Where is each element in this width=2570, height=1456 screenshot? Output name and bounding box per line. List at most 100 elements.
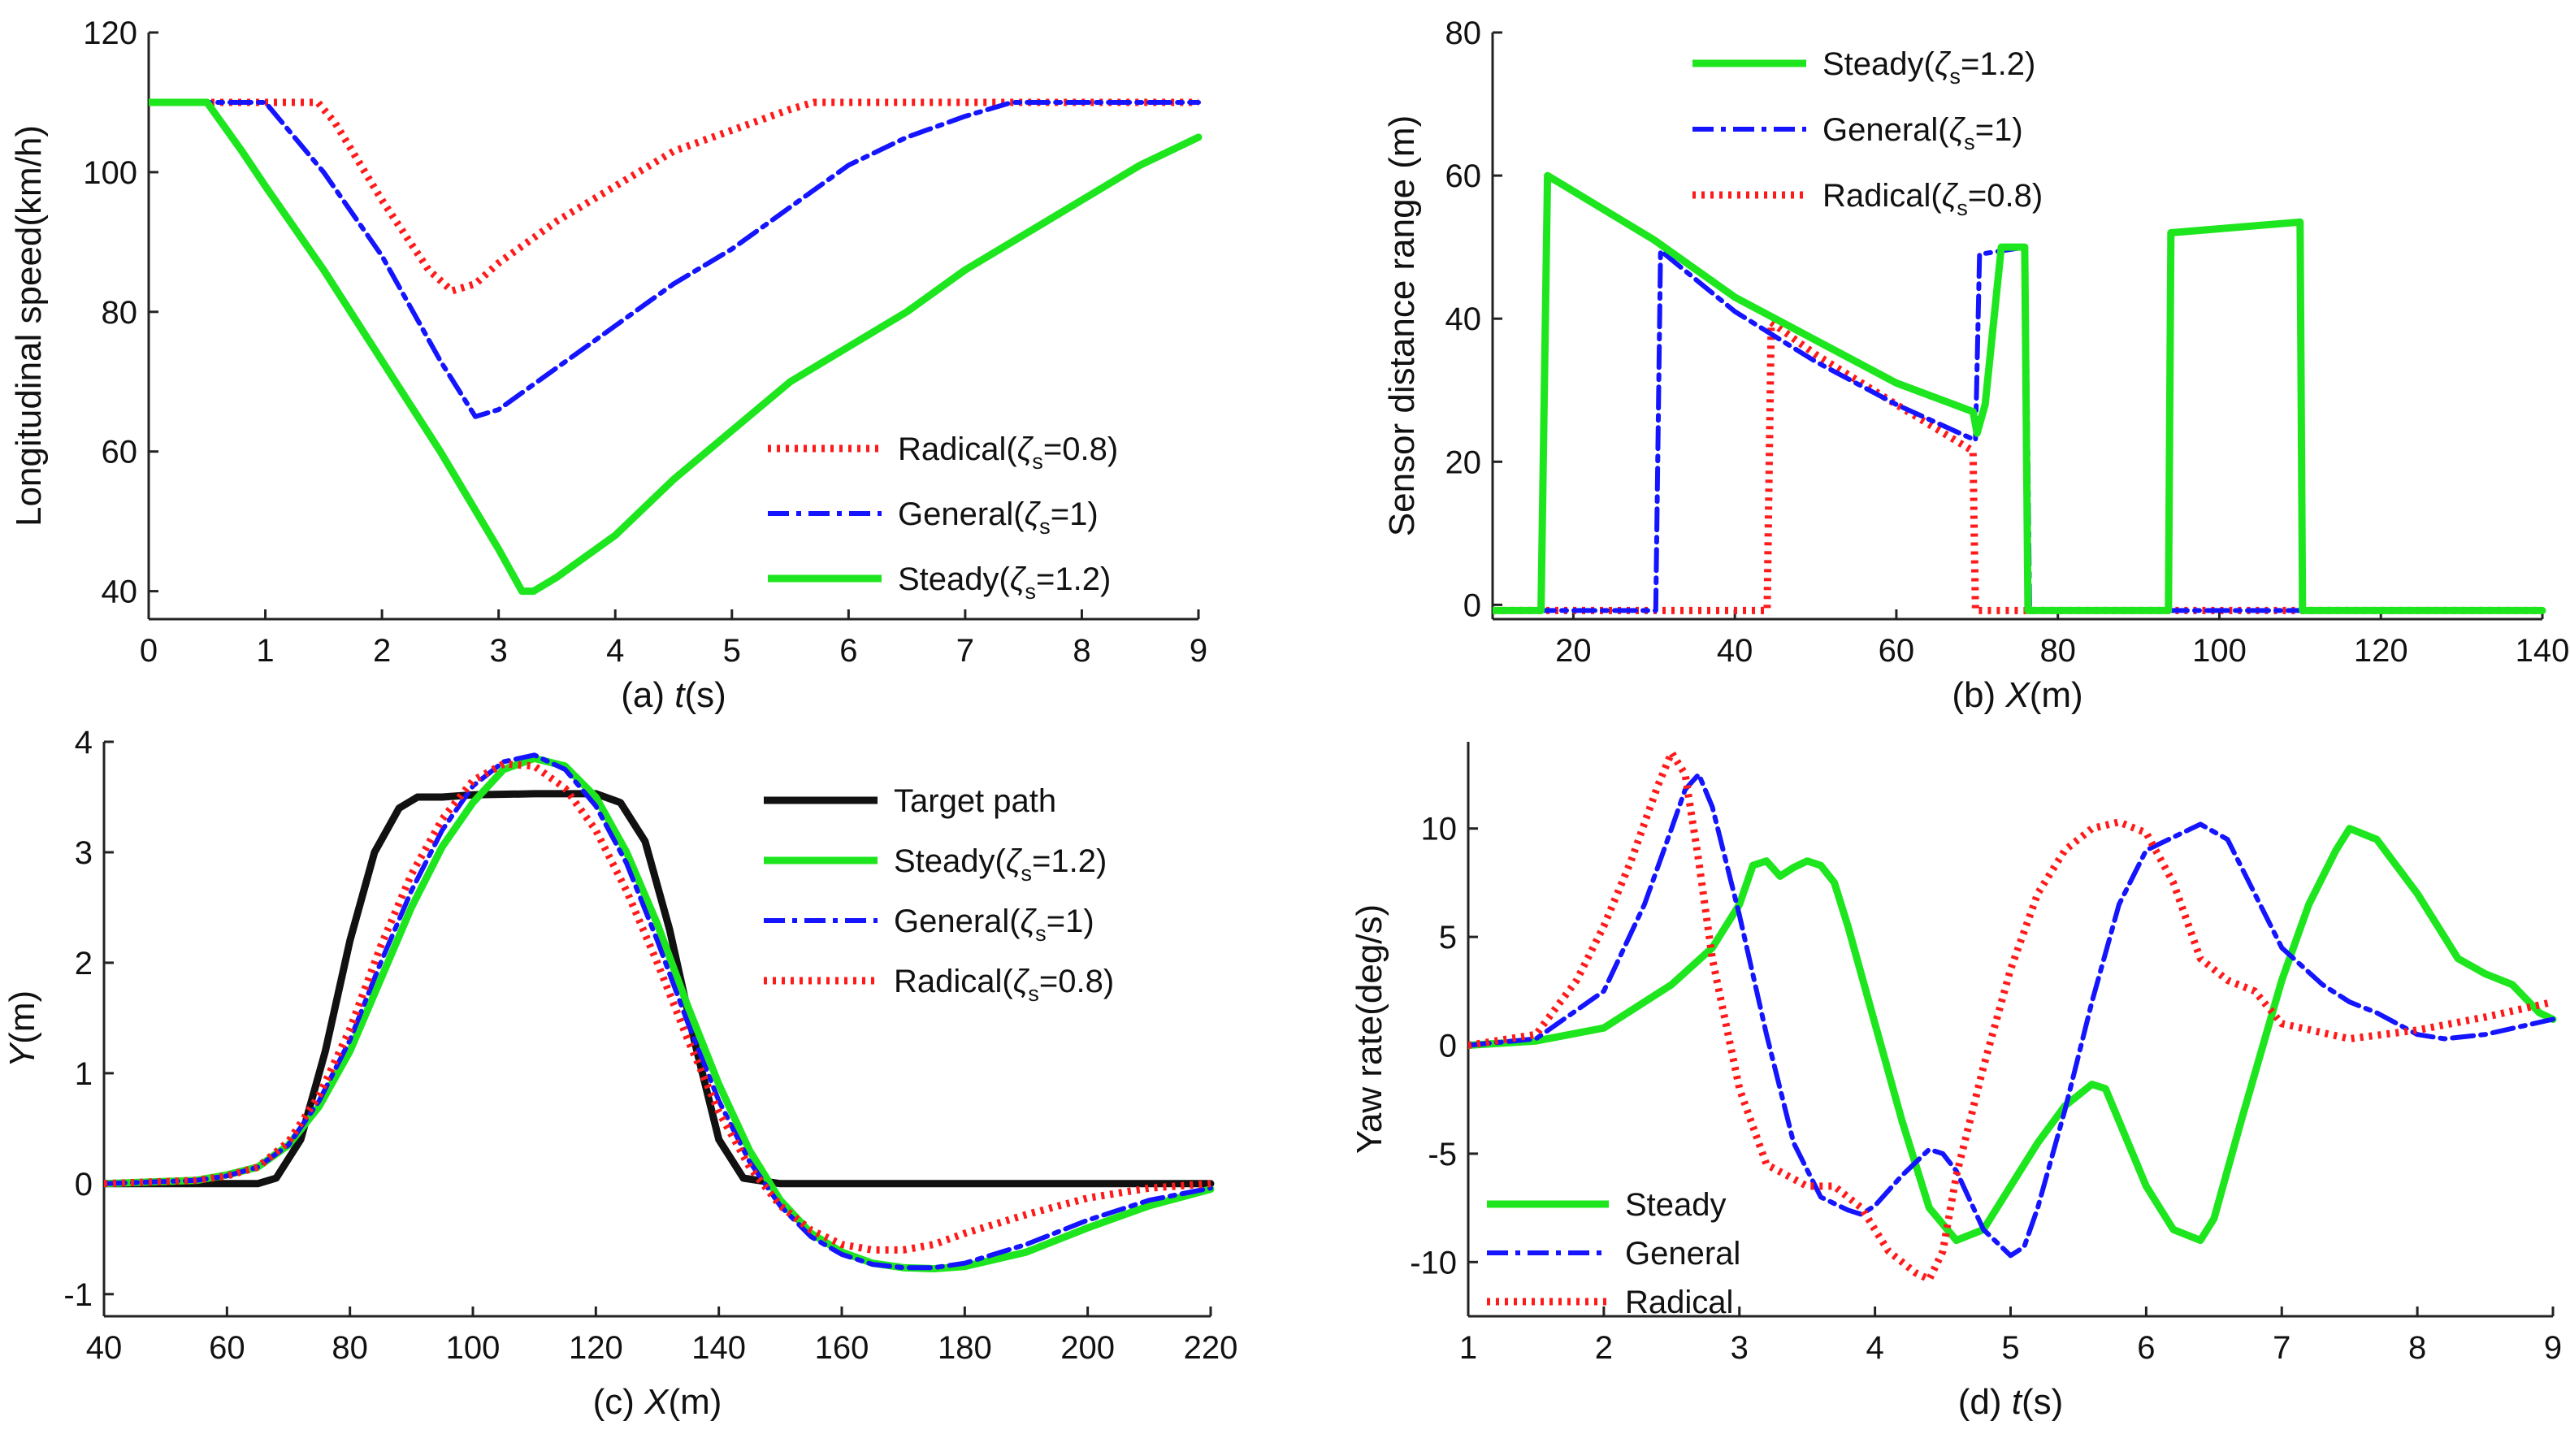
y-tick-label: 0 <box>1463 587 1481 623</box>
legend-label: General(ζs=1) <box>898 496 1099 539</box>
legend-label: General(ζs=1) <box>894 904 1094 946</box>
caption-prefix: (d) <box>1958 1382 2012 1422</box>
x-variable: X <box>644 1382 670 1422</box>
legend-subscript: s <box>1021 860 1032 886</box>
x-tick-label: 180 <box>938 1330 992 1366</box>
legend-name: Steady( <box>894 843 1007 879</box>
y-tick-label: 120 <box>83 15 137 51</box>
series-group <box>149 98 1203 596</box>
x-tick-label: 100 <box>446 1330 501 1366</box>
x-tick-label: 9 <box>1190 633 1207 669</box>
y-tick-label: 5 <box>1439 920 1457 956</box>
legend-name: Radical( <box>1822 178 1942 214</box>
legend-label: Steady(ζs=1.2) <box>894 843 1107 886</box>
series-line-2 <box>104 752 1213 1271</box>
series-line-2 <box>149 98 1203 596</box>
series-line-2 <box>1493 171 2546 614</box>
legend-name: Radical( <box>898 431 1017 467</box>
y-tick-label: -10 <box>1410 1245 1457 1280</box>
y-tick-label: 0 <box>75 1167 93 1202</box>
y-axis-label: Y(m) <box>2 990 42 1068</box>
legend-name: Target path <box>894 783 1056 819</box>
x-tick-label: 8 <box>1073 633 1090 669</box>
legend-name: General( <box>1822 112 1949 148</box>
y-tick-label: 80 <box>1445 15 1482 51</box>
x-axis-label: (c) X(m) <box>593 1382 722 1422</box>
legend: Steady General Radical <box>1487 1187 1740 1320</box>
legend-subscript: s <box>1957 195 1968 220</box>
x-unit: (m) <box>668 1382 722 1422</box>
x-tick-label: 140 <box>691 1330 746 1366</box>
caption-prefix: (a) <box>621 675 674 715</box>
x-tick-label: 4 <box>1866 1330 1884 1366</box>
y-tick-label: 40 <box>102 574 138 610</box>
y-tick-label: -1 <box>63 1277 93 1313</box>
x-tick-label: 200 <box>1060 1330 1115 1366</box>
x-tick-label: 220 <box>1184 1330 1238 1366</box>
series-line-1 <box>1468 772 2555 1259</box>
x-variable: t <box>2012 1382 2023 1422</box>
x-tick-label: 120 <box>2354 633 2408 669</box>
x-tick-label: 1 <box>256 633 274 669</box>
y-tick-label: 4 <box>75 725 93 760</box>
caption-prefix: (b) <box>1952 675 2005 715</box>
y-tick-label: 60 <box>102 435 138 470</box>
x-tick-label: 3 <box>1731 1330 1749 1366</box>
y-tick-label: 40 <box>1445 301 1482 337</box>
legend-label: Steady <box>1625 1187 1727 1223</box>
x-tick-label: 80 <box>2039 633 2076 669</box>
legend: Steady(ζs=1.2)General(ζs=1)Radical(ζs=0.… <box>1692 46 2043 220</box>
y-tick-label: -5 <box>1428 1137 1457 1172</box>
x-tick-label: 5 <box>723 633 741 669</box>
legend-subscript: s <box>1025 578 1036 604</box>
series-line-0 <box>1493 318 2542 614</box>
legend-name: General <box>1625 1236 1740 1272</box>
y-tick-label: 1 <box>75 1056 93 1092</box>
y-label-text: Sensor distance range (m) <box>1382 115 1422 536</box>
x-variable: t <box>674 675 686 715</box>
x-tick-label: 40 <box>1717 633 1753 669</box>
series-group <box>104 752 1215 1272</box>
legend-zeta: ζ <box>1006 843 1023 879</box>
x-tick-label: 60 <box>1879 633 1915 669</box>
legend-name: Steady( <box>898 561 1011 597</box>
series-line-0 <box>149 98 1198 295</box>
legend-tail: =0.8) <box>1039 964 1114 999</box>
legend-tail: =1) <box>1047 904 1094 939</box>
legend-label: Radical(ζs=0.8) <box>1822 178 2043 220</box>
x-unit: (s) <box>684 675 726 715</box>
legend-subscript: s <box>1964 129 1975 154</box>
legend-label: General <box>1625 1236 1740 1272</box>
y-tick-label: 100 <box>83 155 137 191</box>
y-axis-label: Longitudinal speed(km/h) <box>9 125 49 526</box>
series-line-1 <box>149 100 1201 419</box>
y-tick-label: 3 <box>75 835 93 871</box>
legend-label: Target path <box>894 783 1056 819</box>
x-tick-label: 20 <box>1555 633 1592 669</box>
x-tick-label: 1 <box>1459 1330 1477 1366</box>
legend-tail: =0.8) <box>1043 431 1118 467</box>
x-tick-label: 40 <box>86 1330 123 1366</box>
legend-label: Steady(ζs=1.2) <box>1822 46 2035 89</box>
legend-label: Radical <box>1625 1285 1733 1320</box>
legend-subscript: s <box>1032 448 1043 474</box>
legend-tail: =1) <box>1051 496 1099 532</box>
y-label-text: Yaw rate(deg/s) <box>1350 904 1389 1154</box>
x-tick-label: 7 <box>956 633 974 669</box>
legend-zeta: ζ <box>1017 431 1034 467</box>
x-tick-label: 8 <box>2408 1330 2426 1366</box>
x-tick-label: 6 <box>2137 1330 2155 1366</box>
legend: Radical(ζs=0.8)General(ζs=1)Steady(ζs=1.… <box>768 431 1118 604</box>
x-tick-label: 140 <box>2516 633 2570 669</box>
legend-label: Radical(ζs=0.8) <box>894 964 1114 1006</box>
x-tick-label: 5 <box>2001 1330 2019 1366</box>
x-tick-label: 2 <box>373 633 391 669</box>
x-tick-label: 100 <box>2192 633 2247 669</box>
x-unit: (m) <box>2030 675 2083 715</box>
y-tick-label: 10 <box>1421 812 1458 847</box>
x-tick-label: 4 <box>606 633 624 669</box>
x-tick-label: 80 <box>332 1330 368 1366</box>
x-axis-label: (a) t(s) <box>621 675 726 715</box>
